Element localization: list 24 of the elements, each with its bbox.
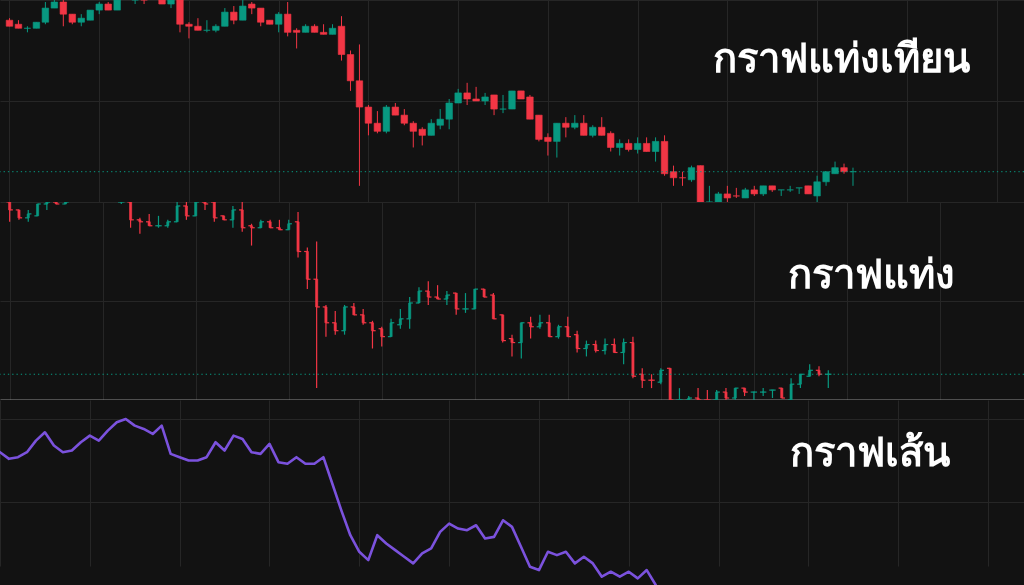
- candlestick: [212, 202, 216, 223]
- chart-title: กราฟเส้น: [790, 429, 950, 475]
- candlestick: [481, 92, 489, 106]
- candlestick: [454, 292, 458, 316]
- text: กราฟแท่งเทียน: [713, 35, 970, 81]
- candlestick: [669, 165, 678, 187]
- candlestick: [652, 136, 660, 163]
- candlestick: [239, 0, 247, 21]
- candlestick: [580, 114, 588, 136]
- candlestick: [491, 292, 495, 320]
- candlestick: [445, 290, 449, 306]
- candlestick: [140, 0, 148, 5]
- candlestick: [508, 90, 516, 110]
- candlestick: [840, 163, 848, 175]
- candlestick: [490, 94, 498, 116]
- candlestick: [275, 11, 283, 33]
- candlestick: [131, 0, 139, 5]
- candlestick: [230, 5, 238, 25]
- candlestick: [8, 202, 12, 223]
- candlestick: [499, 94, 507, 114]
- text: กราฟแท่ง: [788, 251, 955, 297]
- candlestick: [553, 122, 561, 159]
- candlestick: [408, 296, 412, 330]
- candlestick: [562, 116, 570, 138]
